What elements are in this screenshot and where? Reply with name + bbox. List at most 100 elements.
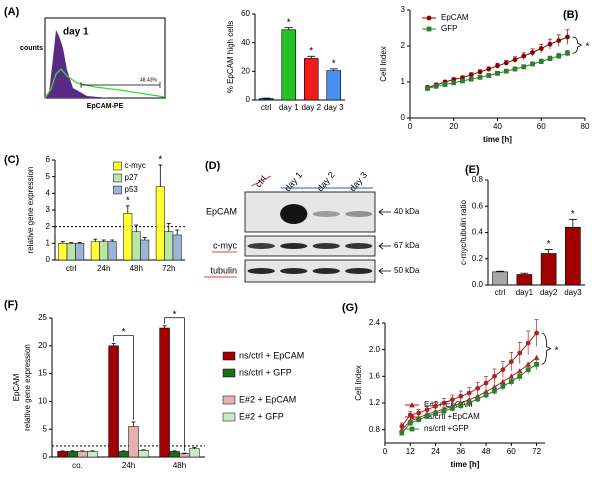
marker	[409, 414, 415, 420]
bar	[172, 234, 182, 261]
marker	[409, 402, 415, 408]
marker	[534, 330, 539, 336]
row-label: tubulin	[210, 265, 237, 275]
y-tick-label: 0	[46, 255, 51, 264]
y-tick-label: 0	[401, 113, 406, 122]
marker	[442, 82, 448, 87]
marker	[530, 61, 535, 67]
y-tick-label: 5	[43, 424, 48, 433]
band	[345, 211, 373, 217]
x-tick-label: 12	[406, 447, 415, 456]
legend-label: EpCAM	[441, 13, 469, 22]
histogram-line	[44, 68, 166, 99]
y-axis-label: Cell Index	[354, 365, 363, 401]
brace	[541, 332, 552, 365]
panel-label: (A)	[4, 6, 20, 18]
marker	[512, 66, 518, 72]
x-axis-label: time [h]	[451, 460, 480, 469]
marker	[425, 86, 430, 91]
blot-frame	[244, 235, 376, 257]
bar	[128, 426, 139, 458]
y-axis-label: counts	[20, 45, 43, 52]
bar	[159, 327, 170, 458]
marker	[503, 68, 509, 74]
marker	[530, 50, 535, 55]
marker	[525, 340, 531, 346]
x-tick-label: 24h	[122, 461, 135, 470]
y-tick-label: 15	[38, 369, 47, 378]
y-tick-label: 2	[46, 222, 51, 231]
y-tick-label: 5	[46, 172, 51, 181]
legend-swatch	[222, 395, 236, 405]
marker	[433, 411, 438, 417]
legend-label: ns/crtl +EpCAM	[424, 412, 480, 421]
x-tick-label: 72	[532, 447, 541, 456]
marker	[565, 34, 570, 40]
marker	[556, 53, 562, 59]
marker	[468, 72, 474, 78]
significance: *	[287, 17, 291, 28]
marker	[521, 64, 527, 70]
x-tick-label: day 2	[301, 103, 321, 112]
bar	[123, 213, 133, 261]
bar	[140, 239, 150, 261]
significance: *	[555, 345, 559, 356]
marker	[468, 76, 474, 82]
x-tick-label: day 1	[279, 103, 299, 112]
y-tick-label: 0	[43, 452, 48, 461]
marker	[424, 407, 430, 413]
legend-label: ns/ctrl + EpCAM	[239, 350, 304, 360]
arrow	[378, 267, 391, 275]
panel-label: (E)	[465, 164, 480, 176]
marker	[441, 400, 447, 406]
marker	[512, 57, 518, 63]
x-tick-label: day3	[564, 288, 582, 297]
marker	[538, 46, 544, 51]
bar	[77, 451, 88, 458]
y-tick-label: 6	[46, 155, 51, 164]
marker	[525, 361, 532, 367]
bar	[189, 448, 200, 458]
bar	[67, 451, 78, 458]
x-tick-label: 48h	[173, 461, 186, 470]
marker	[500, 367, 506, 373]
marker	[508, 359, 514, 365]
bracket	[113, 335, 134, 420]
bar	[99, 241, 109, 261]
y-axis-label: relative gene expression	[23, 344, 32, 431]
y-tick-label: 0.0	[472, 280, 484, 289]
legend-swatch	[113, 185, 122, 195]
legend-label: E#2+ EpCAM	[424, 400, 473, 409]
x-tick-label: 48h	[130, 264, 143, 273]
legend-swatch	[222, 351, 236, 361]
blot-frame	[244, 191, 376, 233]
x-tick-label: ctrl	[66, 264, 77, 273]
y-tick-label: 3	[46, 205, 51, 214]
marker	[409, 426, 415, 432]
x-tick-label: 40	[493, 122, 502, 131]
marker	[492, 373, 497, 379]
y-tick-label: 4	[46, 188, 51, 197]
marker	[451, 80, 457, 86]
x-tick-label: day1	[516, 288, 534, 297]
band	[280, 243, 308, 249]
y-axis-label: relative gene expression	[26, 167, 35, 254]
legend-label: ns/crtl +GFP	[424, 424, 469, 433]
marker	[517, 350, 523, 356]
x-tick-label: co.	[72, 461, 83, 470]
panel-label: (F)	[4, 299, 18, 311]
lane-label: day 1	[282, 170, 304, 193]
marker	[517, 373, 523, 379]
y-tick-label: 1.2	[369, 398, 381, 407]
marker	[547, 41, 553, 47]
y-tick-label: 2.4	[369, 318, 381, 327]
band	[312, 211, 340, 217]
x-tick-label: day2	[540, 288, 558, 297]
legend-swatch	[222, 412, 236, 422]
y-tick-label: 20	[241, 66, 250, 75]
marker	[458, 403, 464, 409]
x-tick-label: 72h	[162, 264, 175, 273]
x-tick-label: 24h	[97, 264, 110, 273]
bar	[164, 231, 174, 261]
x-tick-label: 0	[383, 447, 388, 456]
